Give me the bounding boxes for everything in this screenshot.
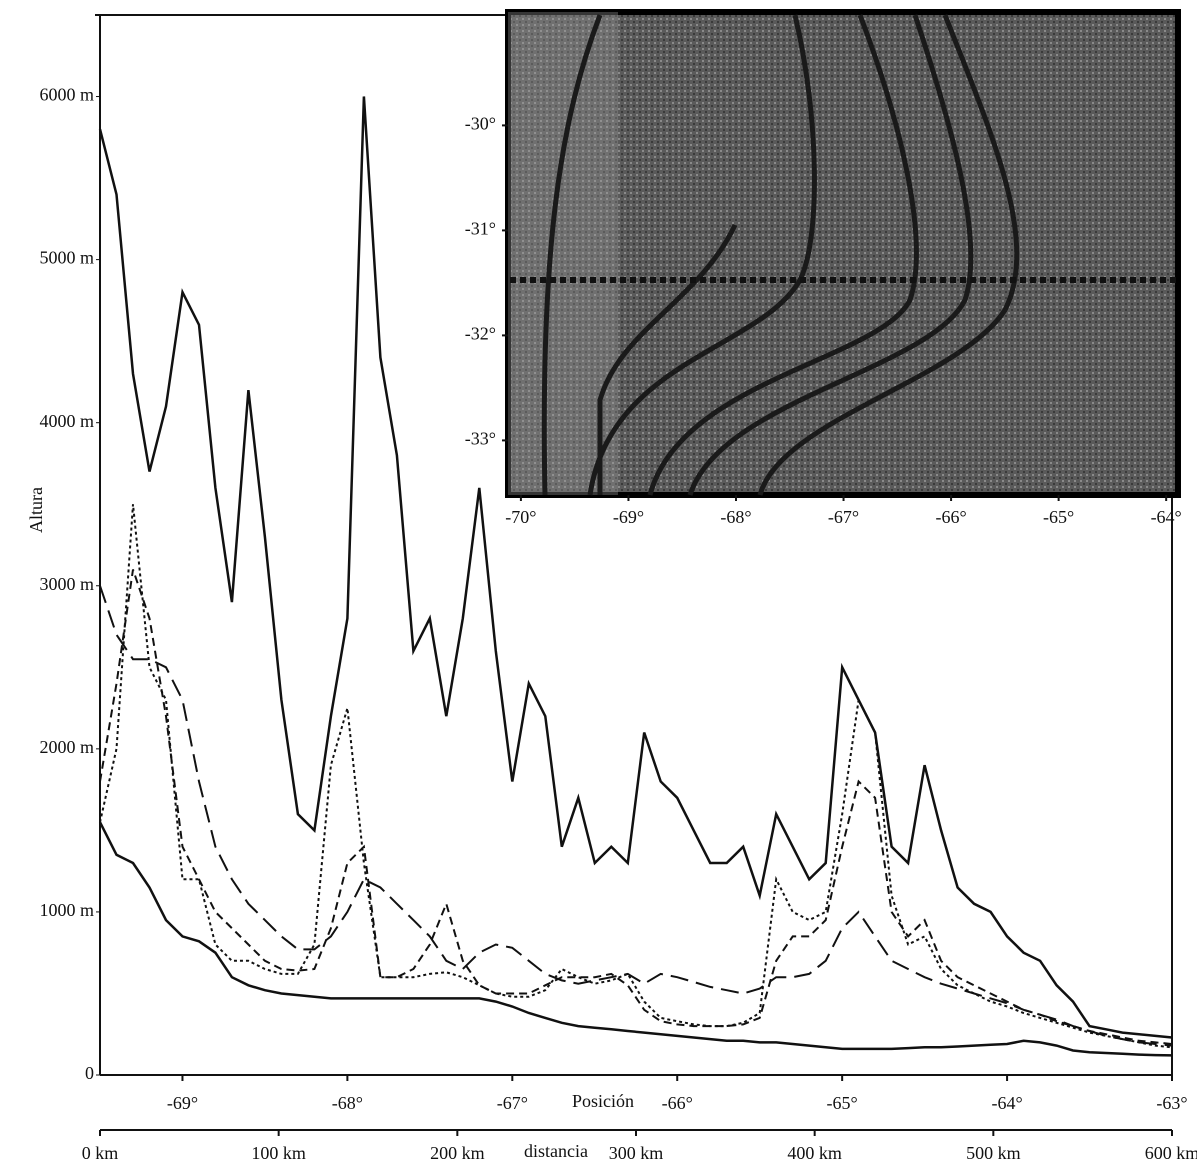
x2-tick-label: 600 km xyxy=(1145,1143,1197,1163)
x-tick-label: -64° xyxy=(991,1093,1022,1113)
x2-tick-label: 500 km xyxy=(966,1143,1021,1163)
inset-y-tick-label: -30° xyxy=(465,114,496,134)
y-tick-label: 0 xyxy=(85,1063,94,1083)
x-tick-label: -69° xyxy=(167,1093,198,1113)
series-line xyxy=(100,504,1172,1047)
series-line xyxy=(100,586,1172,1046)
x-tick-label: -63° xyxy=(1156,1093,1187,1113)
inset-x-tick-label: -69° xyxy=(613,507,644,527)
y-tick-label: 1000 m xyxy=(39,900,94,920)
x2-axis-label: distancia xyxy=(524,1141,588,1161)
y-tick-label: 2000 m xyxy=(39,737,94,757)
inset-y-tick-label: -31° xyxy=(465,219,496,239)
inset-y-tick-label: -32° xyxy=(465,324,496,344)
inset-x-tick-label: -67° xyxy=(828,507,859,527)
inset-x-tick-label: -66° xyxy=(935,507,966,527)
inset-map: -70° -69° -68° -67° -66° -65° -64° -30° -31° -32°… xyxy=(465,12,1182,527)
y-tick-label: 3000 m xyxy=(39,574,94,594)
x-tick-label: -66° xyxy=(662,1093,693,1113)
inset-x-tick-label: -64° xyxy=(1151,507,1182,527)
x2-tick-label: 400 km xyxy=(787,1143,842,1163)
x-tick-label: -68° xyxy=(332,1093,363,1113)
y-tick-label: 5000 m xyxy=(39,248,94,268)
inset-x-tick-label: -65° xyxy=(1043,507,1074,527)
x2-tick-label: 300 km xyxy=(609,1143,664,1163)
inset-x-tick-label: -68° xyxy=(720,507,751,527)
x2-tick-label: 0 km xyxy=(82,1143,119,1163)
x2-tick-label: 100 km xyxy=(251,1143,306,1163)
inset-y-tick-label: -33° xyxy=(465,429,496,449)
inset-x-tick-label: -70° xyxy=(505,507,536,527)
x-tick-label: -65° xyxy=(827,1093,858,1113)
chart: Altura Posición distancia 0 1000 m 2000 m 3… xyxy=(0,0,1197,1170)
y-tick-label: 6000 m xyxy=(39,85,94,105)
x-tick-label: -67° xyxy=(497,1093,528,1113)
y-tick-label: 4000 m xyxy=(39,411,94,431)
y-axis-label: Altura xyxy=(26,487,46,533)
x2-tick-label: 200 km xyxy=(430,1143,485,1163)
x-axis-label: Posición xyxy=(572,1091,634,1111)
